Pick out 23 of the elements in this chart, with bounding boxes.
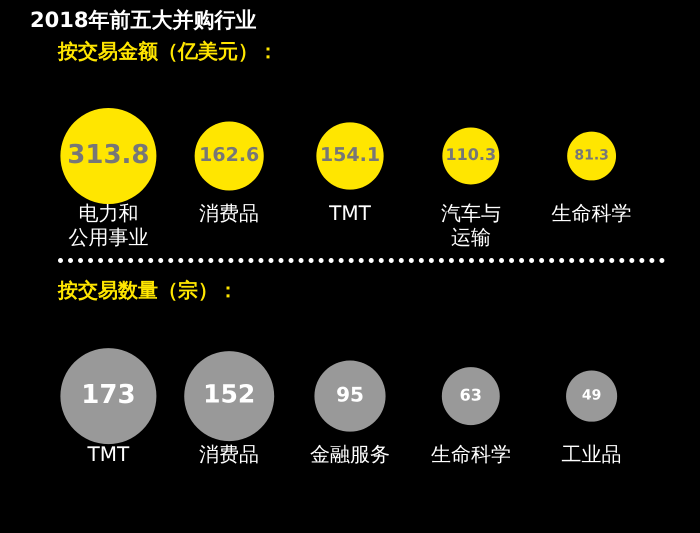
data-label: 154.1: [320, 144, 380, 166]
text: 按交易数量（宗）：: [58, 277, 239, 303]
category-label: 金融服务: [310, 442, 390, 466]
category-label: 生命科学: [552, 201, 632, 226]
data-label: 95: [336, 382, 364, 406]
data-label: 49: [582, 388, 602, 404]
data-label: 110.3: [445, 145, 496, 164]
category-label: 生命科学: [430, 442, 511, 466]
category-label: 电力和公用事业: [68, 201, 148, 250]
category-label: 消费品: [199, 442, 260, 466]
data-label: 173: [81, 380, 136, 410]
category-label: 消费品: [199, 201, 260, 226]
text: 2018年前五大并购行业: [30, 7, 258, 34]
data-label: 63: [460, 385, 482, 404]
data-label: 313.8: [67, 140, 150, 170]
data-label: 162.6: [199, 144, 260, 166]
category-label: 汽车与运输: [440, 201, 501, 250]
category-label: 工业品: [562, 442, 622, 466]
category-label: TMT: [86, 442, 130, 466]
category-label: TMT: [328, 201, 372, 226]
data-label: 81.3: [574, 148, 609, 164]
text: 按交易金额（亿美元）：: [58, 38, 279, 64]
data-label: 152: [203, 380, 256, 409]
